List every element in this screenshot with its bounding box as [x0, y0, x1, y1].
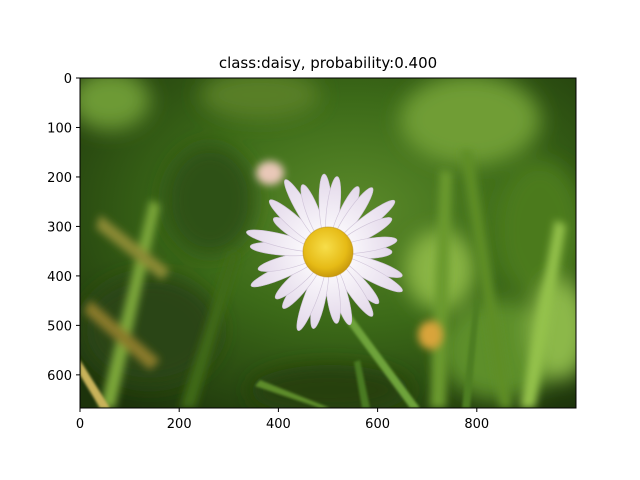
y-tick-label: 300 — [47, 220, 72, 235]
y-tick-label: 400 — [47, 270, 72, 285]
axes-frame — [79, 77, 577, 409]
y-tick-label: 500 — [47, 319, 72, 334]
foreground-grass — [80, 300, 480, 408]
x-axis: 0 200 400 600 800 — [76, 408, 489, 432]
daisy-flower — [246, 173, 403, 331]
daisy-center — [303, 227, 353, 277]
photo-image — [80, 78, 576, 408]
chart-title: class:daisy, probability:0.400 — [219, 54, 437, 72]
x-tick-label: 0 — [76, 417, 84, 432]
x-tick-label: 600 — [365, 417, 390, 432]
blurred-grass — [84, 150, 566, 408]
y-axis: 0 100 200 300 400 500 600 — [47, 72, 80, 384]
y-tick-label: 200 — [47, 171, 72, 186]
y-tick-label: 100 — [47, 121, 72, 136]
x-tick-label: 200 — [167, 417, 192, 432]
y-tick-label: 600 — [47, 369, 72, 384]
x-tick-label: 400 — [266, 417, 291, 432]
x-tick-label: 800 — [464, 417, 489, 432]
y-tick-label: 0 — [64, 72, 72, 87]
